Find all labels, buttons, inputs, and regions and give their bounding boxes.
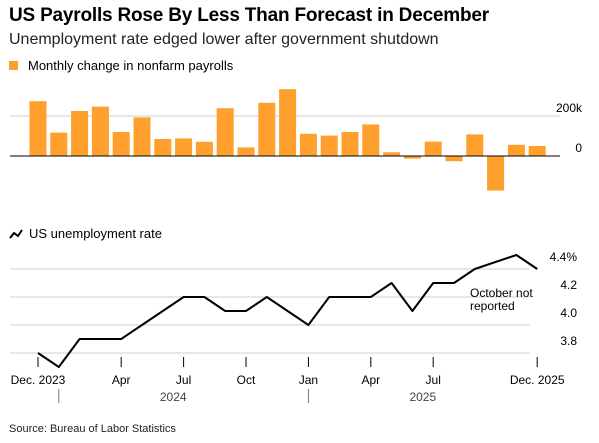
x-tick-label: Dec. 2023 — [11, 373, 66, 387]
payroll-bar — [91, 106, 109, 156]
payroll-bar — [383, 152, 401, 156]
bar-legend-swatch — [9, 61, 18, 70]
payroll-bar — [237, 147, 255, 156]
bar-y-tick-label: 0 — [575, 141, 582, 155]
october-annotation: October not — [470, 286, 533, 300]
payroll-bar — [216, 108, 234, 156]
payroll-bar — [320, 135, 338, 156]
payroll-bar — [258, 102, 276, 156]
bar-y-tick-label: 200k — [556, 101, 583, 115]
payroll-bar — [175, 138, 193, 156]
x-tick-label: Apr — [112, 373, 131, 387]
x-tick-label: Dec. 2025 — [510, 373, 565, 387]
line-legend-label: US unemployment rate — [29, 226, 162, 241]
source-note: Source: Bureau of Labor Statistics — [9, 423, 176, 435]
payroll-bar — [299, 133, 317, 156]
payroll-bar — [154, 139, 172, 156]
payroll-bar — [403, 156, 421, 159]
chart-subtitle: Unemployment rate edged lower after gove… — [9, 31, 439, 48]
line-y-tick-label: 4.4% — [550, 250, 578, 264]
x-tick-label: Jul — [176, 373, 191, 387]
payroll-bar — [341, 132, 359, 156]
payroll-bar — [487, 156, 505, 191]
october-annotation: reported — [470, 299, 515, 313]
line-y-tick-label: 4.0 — [560, 306, 577, 320]
line-y-tick-label: 4.2 — [560, 278, 577, 292]
payroll-bar — [133, 117, 151, 156]
x-tick-label: Apr — [361, 373, 380, 387]
unemployment-line — [37, 254, 538, 368]
payroll-bar — [50, 132, 68, 156]
year-label: 2025 — [409, 390, 436, 404]
payroll-bar — [362, 124, 380, 156]
line-legend-swatch — [9, 228, 23, 239]
x-tick-label: Jul — [426, 373, 441, 387]
payroll-bar — [279, 89, 297, 156]
bar-legend-label: Monthly change in nonfarm payrolls — [28, 58, 234, 73]
payroll-bar — [507, 144, 525, 156]
line-y-tick-label: 3.8 — [560, 334, 577, 348]
chart-title: US Payrolls Rose By Less Than Forecast i… — [9, 5, 489, 26]
payroll-bar — [445, 156, 463, 162]
payroll-bar — [112, 132, 130, 156]
payroll-bar — [424, 141, 442, 156]
payroll-bar — [71, 111, 89, 156]
bar-legend: Monthly change in nonfarm payrolls — [9, 58, 233, 73]
payroll-bar — [528, 146, 546, 156]
payroll-bar — [29, 101, 47, 156]
payroll-bar — [195, 141, 213, 156]
year-label: 2024 — [160, 390, 187, 404]
x-tick-label: Jan — [299, 373, 318, 387]
line-legend: US unemployment rate — [9, 226, 162, 241]
x-tick-label: Oct — [237, 373, 256, 387]
payroll-bar — [466, 134, 484, 156]
